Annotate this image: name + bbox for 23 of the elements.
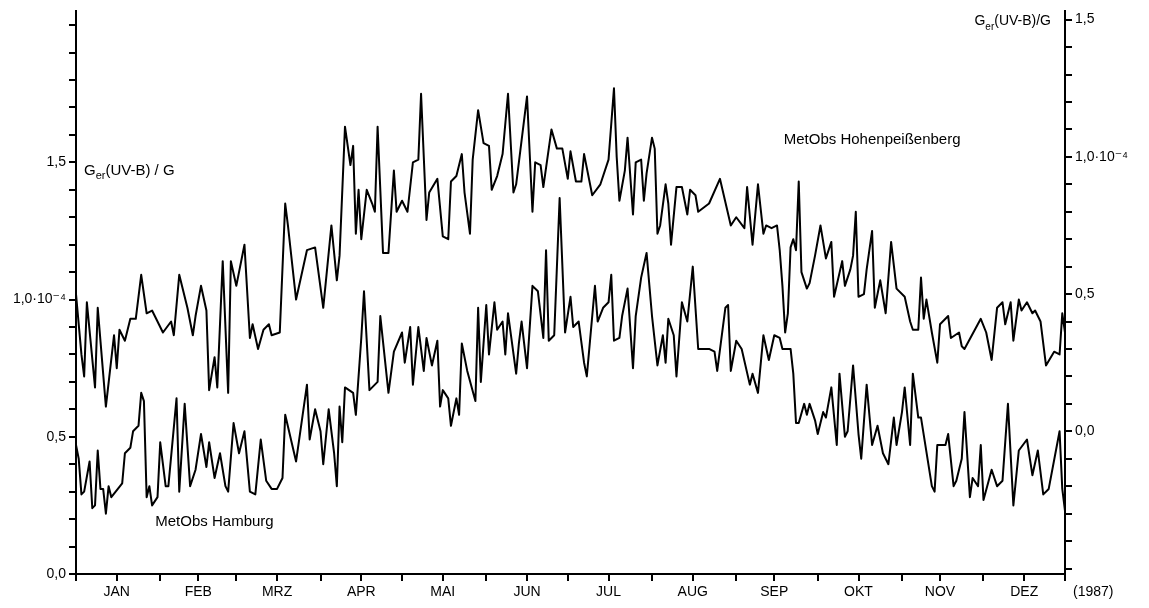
x-tick-label: JAN [103,583,130,600]
y-tick-label: 0,5 [46,427,67,444]
x-tick-label: DEZ [1010,583,1039,600]
x-tick-label: JUL [596,583,622,600]
x-tick-label: NOV [924,583,956,600]
y2-tick-label: 0,5 [1075,284,1095,301]
x-tick-label: MRZ [261,583,293,600]
y-tick-label: 1,5 [46,153,67,170]
x-tick-label: FEB [184,583,212,600]
x-tick-label: AUG [677,583,708,600]
x-axis-title: (1987) [1073,583,1114,599]
x-tick-label: OKT [844,583,874,600]
x-tick-label: APR [346,583,376,600]
y-tick-label: 1,0·10⁻⁴ [12,290,66,307]
y2-tick-label: 0,0 [1075,422,1095,439]
y2-tick-label: 1,0·10⁻⁴ [1075,147,1129,164]
text: MetObs Hohenpeißenberg [783,129,961,147]
x-tick-label: SEP [760,583,789,600]
x-tick-label: MAI [430,583,456,600]
y-tick-label: 0,0 [46,564,67,581]
y2-tick-label: 1,5 [1075,10,1095,27]
x-tick-label: JUN [513,583,541,600]
series-label: MetObs Hamburg [155,512,274,530]
